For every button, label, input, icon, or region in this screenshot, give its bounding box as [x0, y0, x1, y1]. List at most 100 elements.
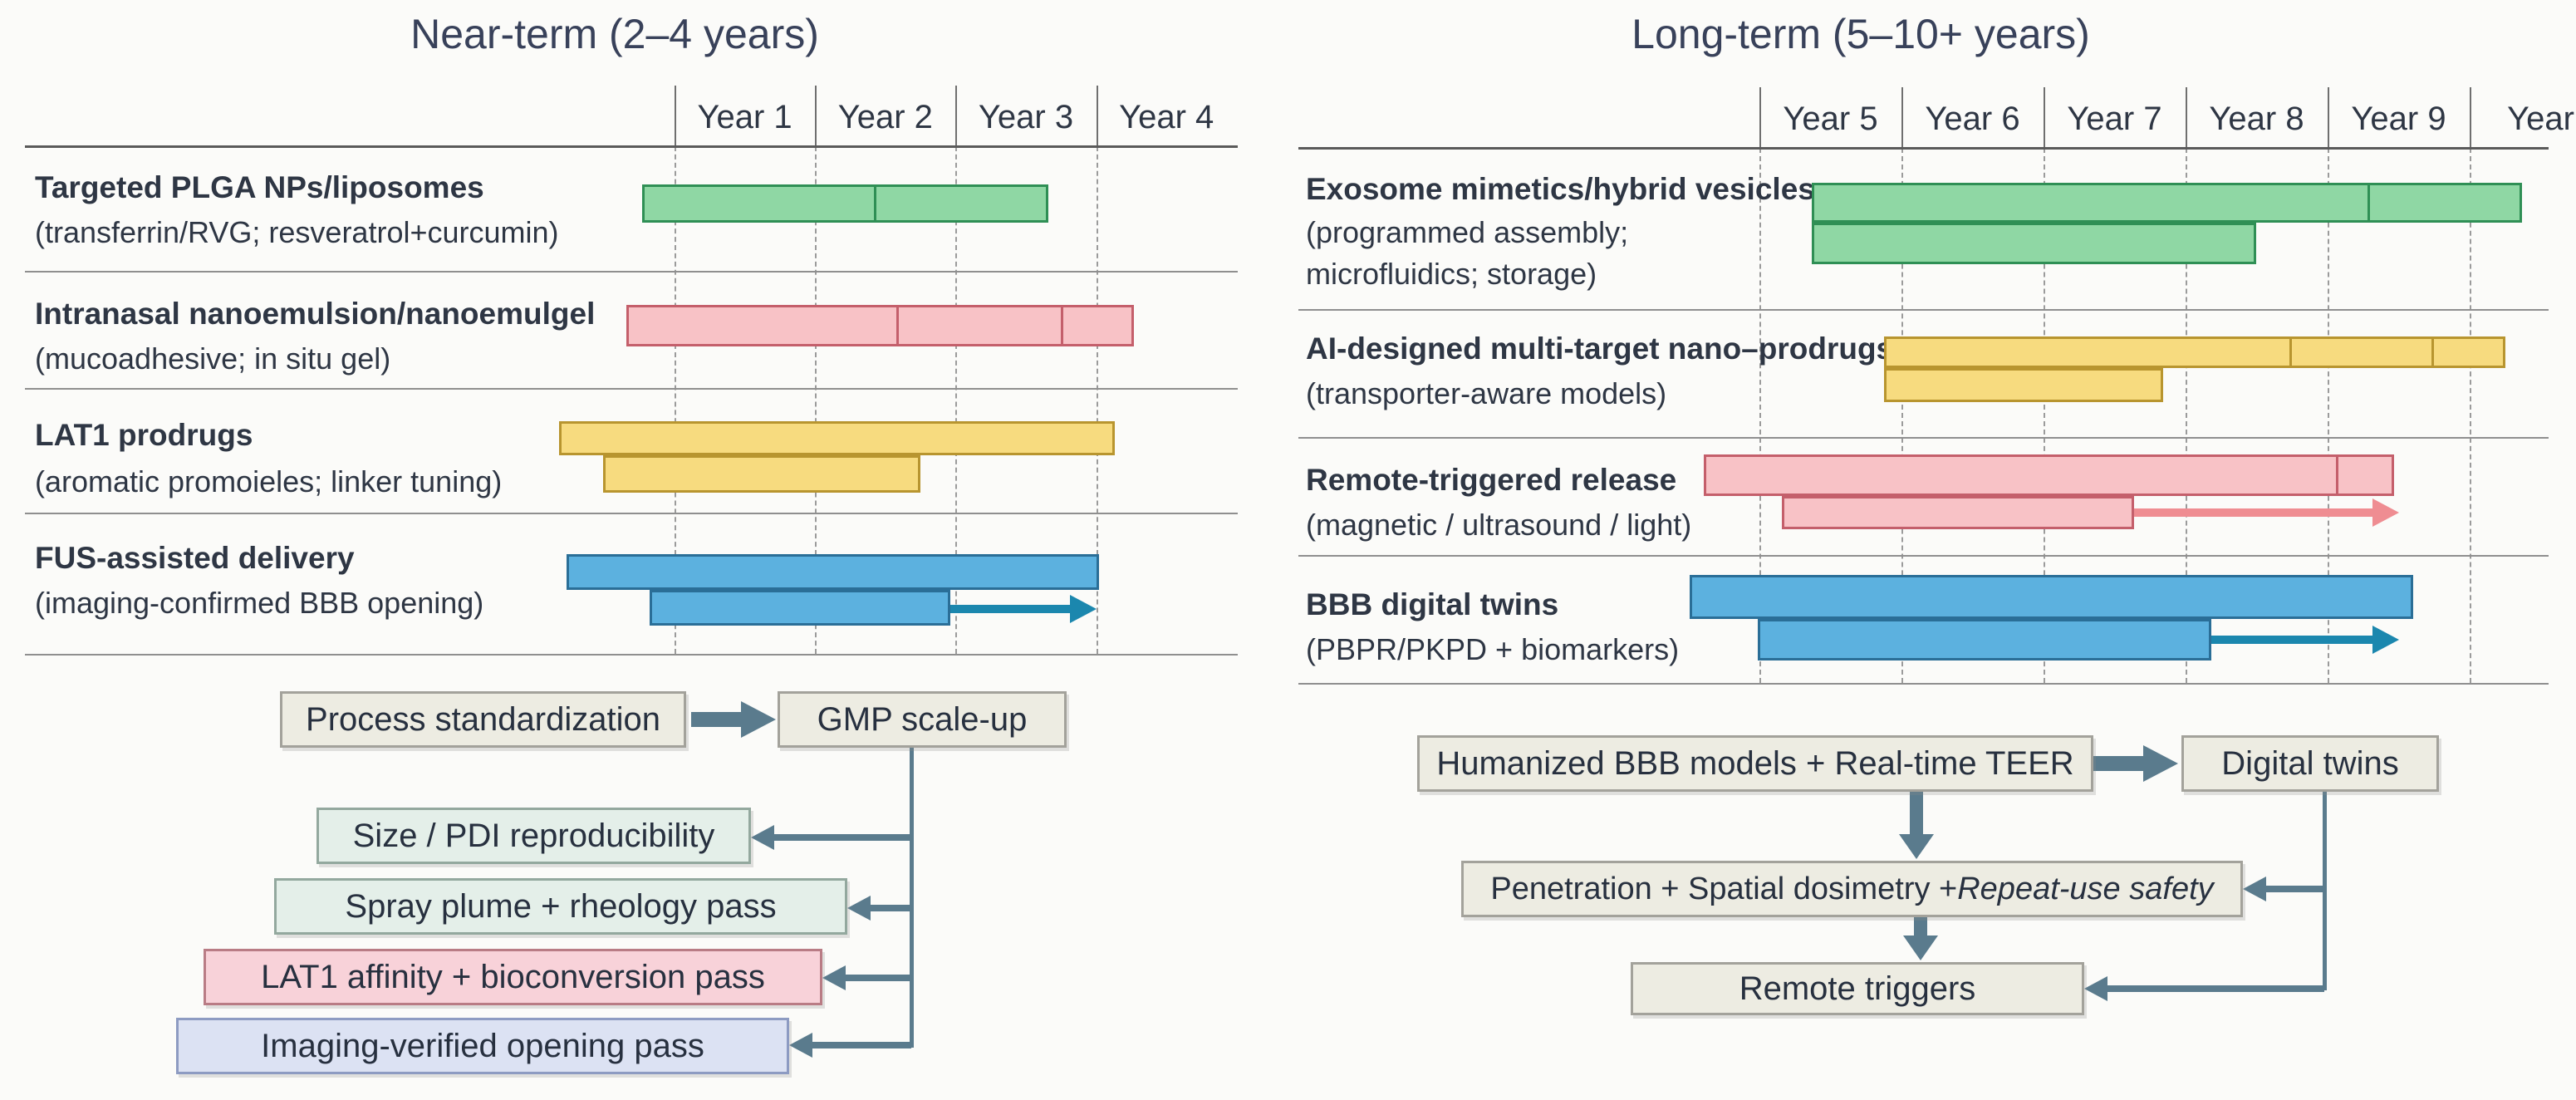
- row-bbb-twins-label: BBB digital twins: [1306, 587, 1559, 621]
- row-ai-prodrugs-label: (transporter-aware models): [1306, 376, 1667, 410]
- row-intranasal-bar-divider: [1061, 305, 1064, 346]
- long-term-gridline: [2186, 148, 2187, 683]
- near-term-row-separator: [25, 513, 1238, 514]
- near-term-tick: [1096, 86, 1098, 146]
- row-remote-release-label: (magnetic / ultrasound / light): [1306, 508, 1692, 542]
- humanized-bbb-box: Humanized BBB models + Real-time TEER: [1417, 735, 2093, 792]
- row-bbb-twins-timeline-arrow-shaft: [2210, 636, 2374, 644]
- near-term-flow-left-arrow-head: [847, 896, 871, 921]
- row-fus-timeline-arrow-head: [1069, 595, 1097, 623]
- near-term-tick: [955, 86, 958, 146]
- near-term-flow-thick-arrow-shaft: [691, 712, 743, 727]
- size-pdi-box: Size / PDI reproducibility: [316, 808, 751, 864]
- near-term-row-separator: [25, 271, 1238, 273]
- long-term-gridline: [2328, 148, 2329, 683]
- row-intranasal-label: Intranasal nanoemulsion/nanoemulgel: [35, 297, 596, 331]
- row-exosome-bar: [1812, 183, 2523, 223]
- long-term-gridline: [2470, 148, 2471, 683]
- long-term-tick: [2044, 87, 2045, 148]
- near-term-flow-left-arrow-shaft: [771, 834, 911, 841]
- long-term-gridline: [2044, 148, 2045, 683]
- near-term-flow-left-arrow-head: [822, 965, 846, 990]
- near-term-title: Near-term (2–4 years): [410, 11, 819, 57]
- row-intranasal-label: (mucoadhesive; in situ gel): [35, 341, 391, 376]
- process-standardization-box: Process standardization: [280, 691, 686, 748]
- row-targeted-plga-bar: [642, 184, 1049, 223]
- long-term-header-line: [1298, 147, 2549, 150]
- row-bbb-twins-bar: [1758, 619, 2211, 660]
- near-term-tick: [675, 86, 676, 146]
- row-remote-release-bar: [1782, 496, 2135, 529]
- long-term-year-label: Year 6: [1925, 101, 2020, 137]
- row-remote-release-bar: [1704, 454, 2395, 496]
- lat1-affinity-box: LAT1 affinity + bioconversion pass: [204, 949, 822, 1005]
- long-term-flow-down-arrow-shaft: [1910, 792, 1923, 836]
- long-term-flow-thick-arrow-shaft: [2093, 756, 2145, 771]
- row-bbb-twins-label: (PBPR/PKPD + biomarkers): [1306, 632, 1680, 666]
- row-lat1-bar: [559, 421, 1115, 455]
- long-term-tick: [2186, 87, 2187, 148]
- row-ai-prodrugs-bar: [1884, 368, 2163, 402]
- near-term-gridline: [1096, 146, 1098, 654]
- long-term-row-separator: [1298, 555, 2549, 557]
- long-term-year-label: Year: [2507, 101, 2574, 137]
- row-remote-release-bar-divider: [2336, 454, 2339, 496]
- row-intranasal-bar: [626, 305, 1135, 346]
- near-term-gridline: [675, 146, 676, 654]
- long-term-year-label: Year 8: [2209, 101, 2304, 137]
- digital-twins-box: Digital twins: [2181, 735, 2439, 792]
- row-ai-prodrugs-bar-divider: [2289, 336, 2292, 368]
- near-term-flow-left-arrow-shaft: [842, 975, 911, 981]
- long-term-year-label: Year 9: [2351, 101, 2446, 137]
- row-fus-bar: [566, 554, 1099, 590]
- near-term-flow-left-arrow-head: [751, 825, 774, 850]
- row-intranasal-bar-divider: [896, 305, 900, 346]
- long-term-flow-down-arrow-shaft: [1914, 917, 1927, 937]
- long-term-tick: [2470, 87, 2471, 148]
- long-term-row-separator: [1298, 437, 2549, 439]
- row-fus-label: FUS-assisted delivery: [35, 541, 355, 575]
- near-term-year-label: Year 1: [697, 99, 792, 135]
- near-term-tick: [815, 86, 817, 146]
- long-term-gridline: [1759, 148, 1761, 683]
- long-term-row-separator: [1298, 309, 2549, 311]
- long-term-tick: [2328, 87, 2329, 148]
- long-term-flow-left-arrow-head: [2084, 976, 2107, 1001]
- long-term-year-label: Year 5: [1783, 101, 1878, 137]
- long-term-title: Long-term (5–10+ years): [1631, 11, 2090, 57]
- row-fus-bar: [649, 590, 950, 626]
- near-term-flow-left-arrow-shaft: [867, 905, 911, 911]
- penetration-dosimetry-italic-text: Repeat-use safety: [1957, 871, 2214, 906]
- near-term-flow-left-arrow-shaft: [809, 1042, 911, 1048]
- near-term-year-label: Year 2: [837, 99, 933, 135]
- row-ai-prodrugs-label: AI-designed multi-target nano–prodrugs: [1306, 331, 1894, 366]
- near-term-row-separator: [25, 654, 1238, 656]
- remote-triggers-box: Remote triggers: [1631, 962, 2084, 1015]
- gmp-scale-up-box: GMP scale-up: [778, 691, 1067, 748]
- long-term-tick: [1901, 87, 1903, 148]
- long-term-flow-connector-line: [2323, 792, 2327, 990]
- imaging-verified-box: Imaging-verified opening pass: [176, 1018, 789, 1074]
- long-term-flow-left-arrow-shaft: [2104, 985, 2324, 992]
- row-fus-timeline-arrow-shaft: [949, 605, 1072, 613]
- row-exosome-bar: [1812, 223, 2257, 264]
- row-exosome-bar-divider: [2367, 183, 2370, 223]
- row-ai-prodrugs-bar-divider: [2431, 336, 2434, 368]
- row-targeted-plga-label: Targeted PLGA NPs/liposomes: [35, 170, 484, 204]
- row-bbb-twins-timeline-arrow-head: [2372, 626, 2399, 654]
- long-term-row-separator: [1298, 683, 2549, 685]
- row-remote-release-label: Remote-triggered release: [1306, 463, 1677, 497]
- long-term-flow-down-arrow-head: [1899, 834, 1934, 859]
- spray-plume-box: Spray plume + rheology pass: [274, 878, 847, 935]
- row-targeted-plga-label: (transferrin/RVG; resveratrol+curcumin): [35, 215, 559, 249]
- row-targeted-plga-bar-divider: [874, 184, 877, 223]
- near-term-header-line: [25, 145, 1238, 148]
- row-ai-prodrugs-bar: [1884, 336, 2505, 368]
- long-term-flow-thick-arrow-head: [2143, 745, 2178, 782]
- row-remote-release-timeline-arrow-head: [2372, 498, 2399, 527]
- row-lat1-bar: [602, 455, 921, 493]
- near-term-year-label: Year 4: [1119, 99, 1214, 135]
- row-exosome-label: Exosome mimetics/hybrid vesicles: [1306, 172, 1815, 206]
- row-remote-release-timeline-arrow-shaft: [2134, 508, 2374, 517]
